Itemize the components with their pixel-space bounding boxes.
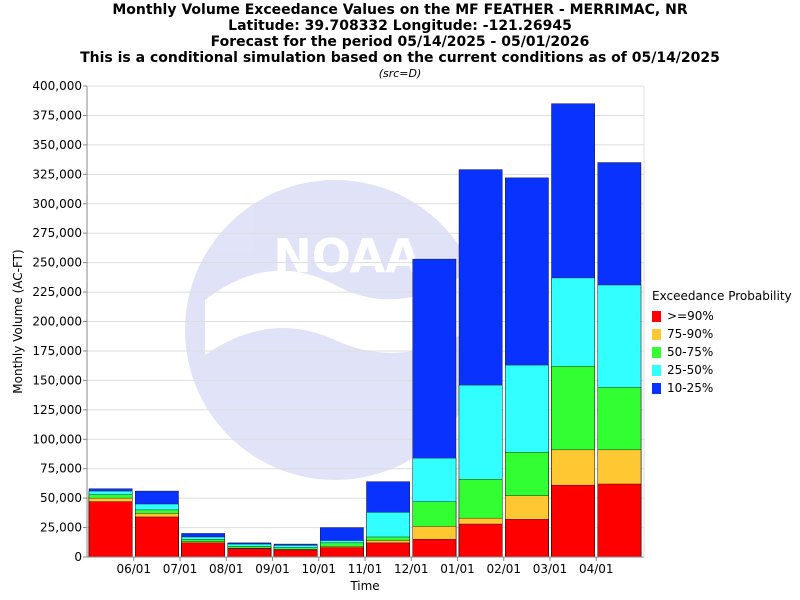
y-tick-label: 225,000 (32, 285, 82, 299)
legend-swatch (652, 364, 661, 376)
y-tick-label: 275,000 (32, 226, 82, 240)
legend-swatch (652, 328, 661, 340)
legend-title: Exceedance Probability (652, 289, 792, 303)
gridlines (87, 85, 644, 529)
legend-swatch (652, 346, 661, 358)
bar-segment (135, 516, 179, 558)
x-tick-label: 01/01 (440, 562, 475, 576)
y-tick-label: 50,000 (40, 491, 82, 505)
y-tick-label: 150,000 (32, 373, 82, 387)
bar-segment (458, 523, 503, 558)
legend-swatch (652, 310, 661, 322)
x-tick-label: 08/01 (209, 562, 244, 576)
bar-segment (597, 483, 642, 558)
x-tick-label: 11/01 (348, 562, 383, 576)
bar-segment (320, 547, 364, 558)
y-tick-label: 0 (74, 550, 82, 564)
chart-subtitle-location: Latitude: 39.708332 Longitude: -121.2694… (228, 18, 572, 34)
bar-segment (227, 548, 272, 558)
y-tick-label: 300,000 (32, 197, 82, 211)
bar-segment (505, 519, 549, 558)
noaa-watermark-logo: NOAA (185, 180, 485, 480)
x-tick-label: 10/01 (301, 562, 336, 576)
legend-item: 75-90% (652, 325, 792, 343)
bar-segment (366, 542, 410, 558)
bar-segment (181, 542, 225, 558)
y-tick-label: 375,000 (32, 108, 82, 122)
legend: Exceedance Probability >=90% 75-90% 50-75%… (652, 289, 792, 397)
x-tick-label: 12/01 (394, 562, 429, 576)
y-tick-label: 200,000 (32, 315, 82, 329)
x-tick-label: 07/01 (163, 562, 198, 576)
bars-group (88, 103, 642, 558)
x-tick-label: 04/01 (579, 562, 614, 576)
y-tick-label: 75,000 (40, 462, 82, 476)
y-tick-label: 350,000 (32, 138, 82, 152)
legend-item: 50-75% (652, 343, 792, 361)
legend-item: 10-25% (652, 379, 792, 397)
bar-segment (273, 549, 318, 558)
y-axis-label: Monthly Volume (AC-FT) (11, 249, 25, 393)
legend-item: >=90% (652, 307, 792, 325)
bar-segment (88, 501, 133, 558)
y-tick-label: 25,000 (40, 521, 82, 535)
chart-title: Monthly Volume Exceedance Values on the … (112, 2, 688, 18)
x-tick-label: 09/01 (255, 562, 290, 576)
x-tick-label: 06/01 (116, 562, 151, 576)
chart-subtitle-period: Forecast for the period 05/14/2025 - 05/… (210, 34, 590, 50)
watermark-text: NOAA (273, 229, 421, 283)
bar-segment (412, 539, 457, 558)
legend-label: 25-50% (667, 363, 714, 377)
legend-swatch (652, 382, 661, 394)
legend-label: 10-25% (667, 381, 714, 395)
x-tick-label: 03/01 (533, 562, 568, 576)
chart-source-note: (src=D) (378, 67, 422, 80)
x-tick-label: 02/01 (486, 562, 521, 576)
axes: 0 25,000 50,000 75,000 100,000 125,000 150,000… (32, 79, 645, 576)
y-tick-label: 325,000 (32, 167, 82, 181)
chart-subtitle-conditions: This is a conditional simulation based o… (80, 50, 720, 66)
legend-label: >=90% (667, 309, 714, 323)
bar-segment (551, 484, 595, 558)
y-tick-label: 100,000 (32, 432, 82, 446)
legend-label: 75-90% (667, 327, 714, 341)
y-tick-label: 175,000 (32, 344, 82, 358)
y-tick-label: 400,000 (32, 79, 82, 93)
y-tick-label: 125,000 (32, 403, 82, 417)
x-axis-label: Time (349, 579, 379, 593)
legend-item: 25-50% (652, 361, 792, 379)
legend-label: 50-75% (667, 345, 714, 359)
y-tick-label: 250,000 (32, 256, 82, 270)
